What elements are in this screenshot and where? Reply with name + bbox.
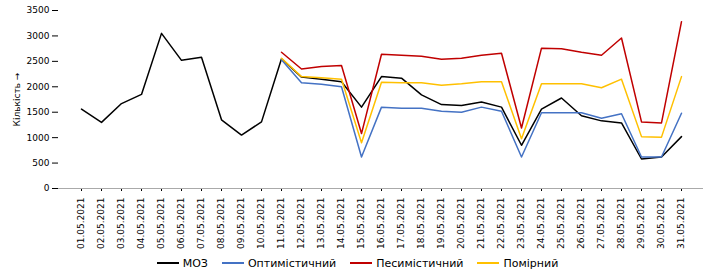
svg-text:01.05.2021: 01.05.2021 — [76, 198, 86, 250]
svg-text:3000: 3000 — [27, 31, 50, 41]
svg-text:23.05.2021: 23.05.2021 — [516, 198, 526, 250]
svg-text:16.05.2021: 16.05.2021 — [376, 198, 386, 250]
svg-text:14.05.2021: 14.05.2021 — [336, 198, 346, 250]
svg-text:17.05.2021: 17.05.2021 — [396, 198, 406, 250]
svg-text:22.05.2021: 22.05.2021 — [496, 198, 506, 250]
svg-text:07.05.2021: 07.05.2021 — [196, 198, 206, 250]
html-text:Песимістичний: Песимістичний — [376, 256, 464, 270]
svg-text:13.05.2021: 13.05.2021 — [316, 198, 326, 250]
html-text:Оптимістичний: Оптимістичний — [247, 256, 337, 270]
svg-text:31.05.2021: 31.05.2021 — [676, 198, 686, 250]
svg-text:20.05.2021: 20.05.2021 — [456, 198, 466, 250]
svg-text:19.05.2021: 19.05.2021 — [436, 198, 446, 250]
svg-text:28.05.2021: 28.05.2021 — [616, 198, 626, 250]
svg-text:2500: 2500 — [27, 56, 50, 66]
svg-text:24.05.2021: 24.05.2021 — [536, 198, 546, 250]
svg-text:1500: 1500 — [27, 107, 50, 117]
svg-text:Кількість →: Кількість → — [12, 72, 22, 126]
svg-text:1000: 1000 — [27, 133, 50, 143]
svg-text:03.05.2021: 03.05.2021 — [116, 198, 126, 250]
svg-text:3500: 3500 — [27, 5, 50, 15]
svg-text:25.05.2021: 25.05.2021 — [556, 198, 566, 250]
svg-text:27.05.2021: 27.05.2021 — [596, 198, 606, 250]
html-text:Помірний: Помірний — [503, 256, 559, 270]
svg-text:08.05.2021: 08.05.2021 — [216, 198, 226, 250]
svg-text:30.05.2021: 30.05.2021 — [656, 198, 666, 250]
svg-text:04.05.2021: 04.05.2021 — [136, 198, 146, 250]
svg-text:12.05.2021: 12.05.2021 — [296, 198, 306, 250]
svg-text:09.05.2021: 09.05.2021 — [236, 198, 246, 250]
svg-text:10.05.2021: 10.05.2021 — [256, 198, 266, 250]
svg-text:05.05.2021: 05.05.2021 — [156, 198, 166, 250]
svg-text:06.05.2021: 06.05.2021 — [176, 198, 186, 250]
html-text:МОЗ: МОЗ — [182, 256, 208, 270]
svg-text:500: 500 — [32, 158, 49, 168]
svg-text:21.05.2021: 21.05.2021 — [476, 198, 486, 250]
svg-text:11.05.2021: 11.05.2021 — [276, 198, 286, 250]
svg-text:15.05.2021: 15.05.2021 — [356, 198, 366, 250]
svg-text:18.05.2021: 18.05.2021 — [416, 198, 426, 250]
svg-text:29.05.2021: 29.05.2021 — [636, 198, 646, 250]
svg-text:02.05.2021: 02.05.2021 — [96, 198, 106, 250]
svg-text:2000: 2000 — [27, 82, 50, 92]
svg-text:26.05.2021: 26.05.2021 — [576, 198, 586, 250]
svg-text:0: 0 — [44, 183, 50, 193]
